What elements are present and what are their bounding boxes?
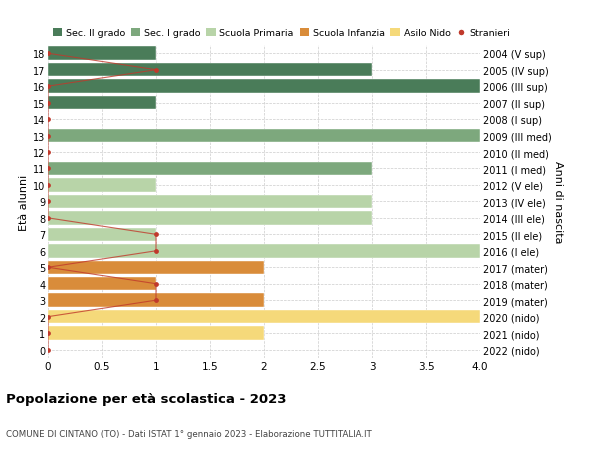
Point: [43, 330, 53, 337]
Legend: Sec. II grado, Sec. I grado, Scuola Primaria, Scuola Infanzia, Asilo Nido, Stran: Sec. II grado, Sec. I grado, Scuola Prim…: [53, 29, 510, 38]
Point: [151, 247, 161, 255]
Bar: [48, 97, 156, 110]
Point: [43, 264, 53, 271]
Point: [43, 215, 53, 222]
Bar: [48, 245, 480, 258]
Bar: [48, 129, 480, 143]
Point: [43, 182, 53, 189]
Point: [43, 313, 53, 321]
Point: [151, 297, 161, 304]
Bar: [48, 195, 372, 209]
Point: [151, 67, 161, 74]
Bar: [48, 327, 264, 340]
Point: [43, 100, 53, 107]
Y-axis label: Età alunni: Età alunni: [19, 174, 29, 230]
Point: [43, 149, 53, 157]
Bar: [48, 294, 264, 307]
Y-axis label: Anni di nascita: Anni di nascita: [553, 161, 563, 243]
Text: COMUNE DI CINTANO (TO) - Dati ISTAT 1° gennaio 2023 - Elaborazione TUTTITALIA.IT: COMUNE DI CINTANO (TO) - Dati ISTAT 1° g…: [6, 429, 372, 438]
Bar: [48, 261, 264, 274]
Point: [43, 50, 53, 58]
Point: [43, 133, 53, 140]
Point: [151, 280, 161, 288]
Bar: [48, 212, 372, 225]
Text: Popolazione per età scolastica - 2023: Popolazione per età scolastica - 2023: [6, 392, 287, 405]
Bar: [48, 277, 156, 291]
Point: [43, 198, 53, 206]
Bar: [48, 162, 372, 176]
Bar: [48, 47, 156, 61]
Bar: [48, 228, 156, 241]
Point: [43, 83, 53, 90]
Point: [43, 346, 53, 353]
Point: [43, 165, 53, 173]
Bar: [48, 310, 480, 324]
Bar: [48, 179, 156, 192]
Bar: [48, 64, 372, 77]
Bar: [48, 80, 480, 94]
Point: [151, 231, 161, 239]
Point: [43, 116, 53, 123]
